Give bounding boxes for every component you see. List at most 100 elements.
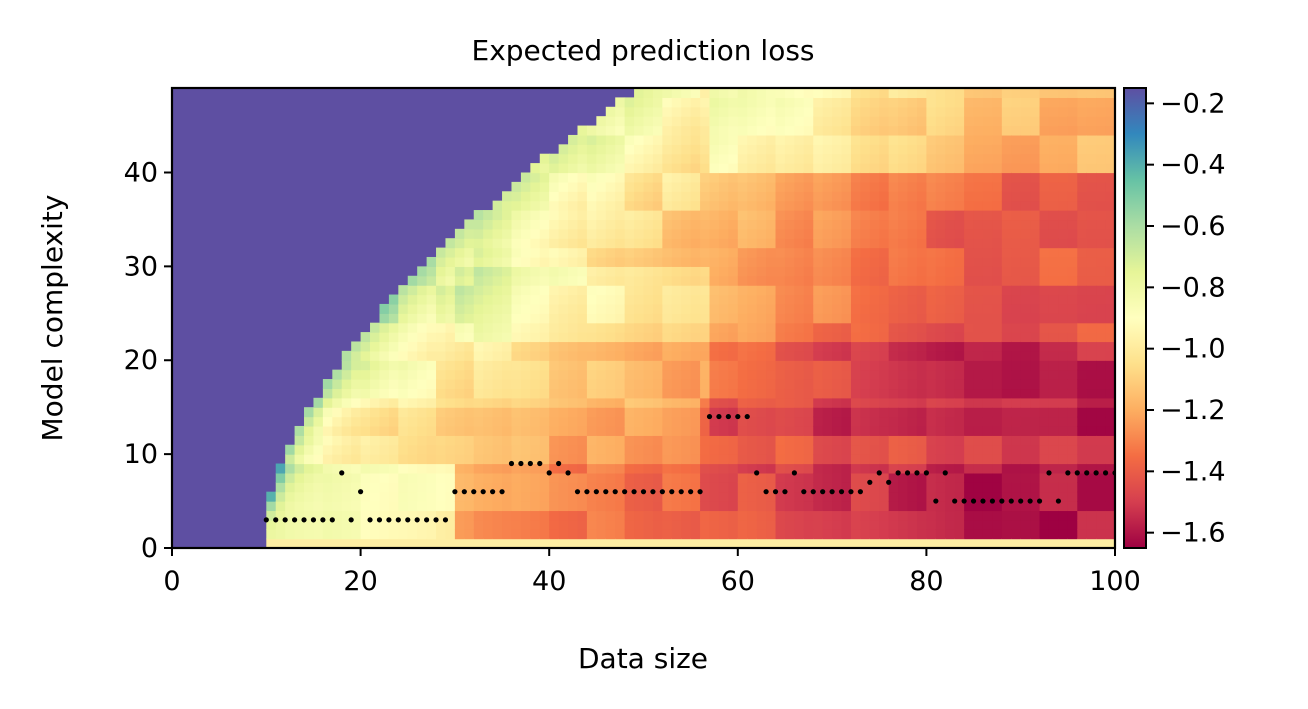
heatmap-cell [709, 97, 720, 108]
heatmap-cell [916, 238, 927, 249]
heatmap-cell [850, 482, 861, 493]
heatmap-cell [1067, 341, 1078, 352]
heatmap-cell [1077, 538, 1088, 548]
heatmap-cell [747, 435, 758, 446]
heatmap-cell [370, 435, 381, 446]
heatmap-cell [860, 106, 871, 117]
heatmap-cell [436, 266, 447, 277]
heatmap-cell [577, 134, 588, 145]
heatmap-cell [379, 482, 390, 493]
heatmap-cell [530, 210, 541, 221]
x-tick-label: 20 [343, 566, 377, 597]
heatmap-cell [954, 350, 965, 361]
heatmap-cell [681, 350, 692, 361]
heatmap-cell [1011, 153, 1022, 164]
heatmap-cell [1096, 501, 1107, 512]
heatmap-cell [973, 388, 984, 399]
heatmap-cell [615, 322, 626, 333]
heatmap-cell [879, 350, 890, 361]
heatmap-cell [379, 529, 390, 540]
heatmap-cell [624, 482, 635, 493]
heatmap-cell [879, 510, 890, 521]
heatmap-cell [558, 482, 569, 493]
heatmap-cell [586, 294, 597, 305]
heatmap-cell [718, 88, 729, 98]
heatmap-cell [1058, 116, 1069, 127]
heatmap-cell [634, 379, 645, 390]
heatmap-cell [973, 294, 984, 305]
heatmap-cell [813, 341, 824, 352]
heatmap-cell [728, 491, 739, 502]
heatmap-cell [511, 482, 522, 493]
heatmap-cell [379, 416, 390, 427]
chart-title: Expected prediction loss [472, 34, 815, 67]
heatmap-cell [860, 538, 871, 548]
heatmap-cell [643, 425, 654, 436]
heatmap-cell [530, 425, 541, 436]
heatmap-cell [916, 134, 927, 145]
heatmap-cell [1039, 416, 1050, 427]
heatmap-cell [945, 379, 956, 390]
heatmap-cell [822, 416, 833, 427]
heatmap-cell [898, 388, 909, 399]
heatmap-cell [577, 538, 588, 548]
heatmap-cell [464, 529, 475, 540]
heatmap-cell [520, 303, 531, 314]
heatmap-cell [822, 219, 833, 230]
heatmap-cell [662, 228, 673, 239]
heatmap-cell [888, 519, 899, 530]
heatmap-cell [1030, 210, 1041, 221]
heatmap-cell [1105, 210, 1115, 221]
heatmap-cell [718, 238, 729, 249]
heatmap-cell [954, 181, 965, 192]
heatmap-cell [709, 88, 720, 98]
heatmap-cell [832, 200, 843, 211]
heatmap-cell [436, 463, 447, 474]
colorbar-tick-label: −0.8 [1160, 272, 1226, 303]
heatmap-cell [728, 416, 739, 427]
heatmap-cell [784, 491, 795, 502]
heatmap-cell [973, 163, 984, 174]
heatmap-cell [747, 294, 758, 305]
y-axis-title: Model complexity [36, 195, 69, 442]
heatmap-cell [1048, 153, 1060, 164]
heatmap-cell [445, 332, 456, 343]
heatmap-cell [492, 313, 503, 324]
heatmap-cell [775, 238, 786, 249]
heatmap-cell [1030, 275, 1041, 286]
heatmap-cell [539, 247, 550, 258]
heatmap-cell [370, 369, 381, 380]
heatmap-cell [586, 341, 597, 352]
heatmap-cell [426, 435, 437, 446]
heatmap-cell [1105, 538, 1115, 548]
heatmap-cell [398, 529, 409, 540]
heatmap-cell [1058, 519, 1069, 530]
heatmap-cell [926, 116, 937, 127]
heatmap-cell [681, 482, 692, 493]
heatmap-cell [417, 472, 428, 483]
heatmap-cell [285, 510, 296, 521]
heatmap-cell [360, 425, 371, 436]
heatmap-cell [766, 472, 777, 483]
heatmap-cell [520, 416, 531, 427]
heatmap-cell [388, 369, 399, 380]
optimal-point [782, 489, 788, 495]
heatmap-cell [766, 529, 777, 540]
heatmap-cell [341, 407, 352, 418]
heatmap-cell [926, 369, 937, 380]
heatmap-cell [916, 303, 927, 314]
heatmap-cell [662, 388, 673, 399]
heatmap-cell [652, 285, 663, 296]
plot-frame [170, 86, 1117, 550]
heatmap-cell [511, 360, 522, 371]
heatmap-cell [737, 444, 748, 455]
heatmap-cell [700, 219, 711, 230]
heatmap-cell [388, 463, 399, 474]
heatmap-cell [832, 210, 843, 221]
heatmap-cell [879, 425, 890, 436]
heatmap-cell [436, 285, 447, 296]
heatmap-cell [756, 294, 767, 305]
heatmap-cell [813, 210, 824, 221]
heatmap-cell [615, 238, 626, 249]
heatmap-cell [398, 444, 409, 455]
